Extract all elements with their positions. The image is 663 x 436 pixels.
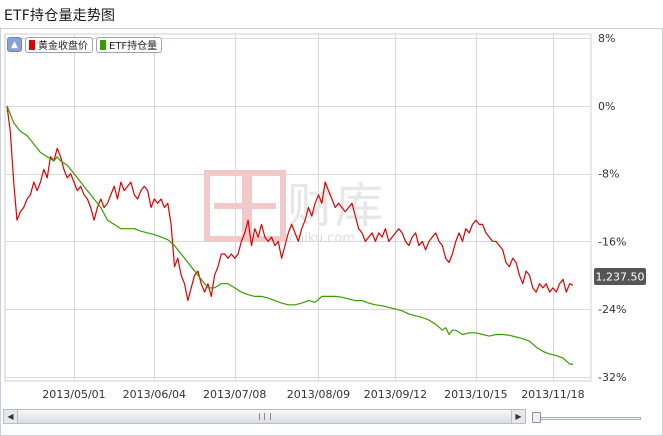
x-tick-label: 2013/11/18: [521, 388, 584, 401]
legend-label-etf-holdings: ETF持仓量: [109, 41, 158, 52]
legend-toggle-icon[interactable]: ▲: [7, 37, 22, 52]
x-tick-label: 2013/07/08: [203, 388, 266, 401]
y-axis: 8% 0% -8% -16% -24% -32%: [598, 32, 626, 384]
chart-title: ETF持仓量走势图: [4, 8, 116, 24]
legend-item-gold-price[interactable]: 黄金收盘价: [25, 36, 93, 53]
x-tick-label: 2013/06/04: [123, 388, 186, 401]
scroll-left-icon[interactable]: ◀: [4, 410, 18, 423]
scroll-grip-icon: [258, 413, 271, 420]
scroll-thumb[interactable]: [18, 410, 511, 423]
x-tick-label: 2013/09/12: [364, 388, 427, 401]
y-tick-label: 0%: [598, 100, 615, 113]
chart-frame: [0, 28, 663, 436]
x-axis: 2013/05/01 2013/06/04 2013/07/08 2013/08/09…: [42, 388, 584, 401]
legend-label-gold-price: 黄金收盘价: [38, 41, 88, 52]
title-bar: ETF持仓量走势图: [0, 0, 663, 28]
watermark: 财库 coiku.com: [204, 170, 383, 246]
y-tick-label: -24%: [598, 303, 626, 316]
etf-holdings-swatch: [100, 39, 106, 50]
y-tick-label: -16%: [598, 235, 626, 248]
legend-item-etf-holdings[interactable]: ETF持仓量: [96, 36, 163, 53]
x-tick-label: 2013/10/15: [444, 388, 507, 401]
legend: ▲ 黄金收盘价 ETF持仓量: [7, 36, 163, 53]
last-value-label: 1,237.50: [594, 268, 646, 285]
y-tick-label: 8%: [598, 32, 615, 45]
horizontal-scrollbar[interactable]: ◀ ▶: [3, 409, 526, 424]
plot-border: [4, 33, 592, 382]
x-tick-label: 2013/05/01: [42, 388, 105, 401]
watermark-subtext: coiku.com: [289, 231, 355, 246]
etf-holdings-line: [6, 105, 573, 365]
scroll-right-icon[interactable]: ▶: [511, 410, 525, 423]
gold-price-swatch: [29, 39, 35, 50]
x-tick-label: 2013/08/09: [287, 388, 350, 401]
zoom-range-handle[interactable]: [532, 412, 541, 423]
gold-price-line: [6, 105, 574, 302]
y-tick-label: -8%: [598, 168, 619, 181]
zoom-range-track[interactable]: [535, 417, 641, 420]
last-value-box: [594, 268, 646, 285]
last-value-text: 1,237.50: [596, 271, 645, 284]
series-layer: [6, 105, 574, 365]
y-tick-label: -32%: [598, 371, 626, 384]
